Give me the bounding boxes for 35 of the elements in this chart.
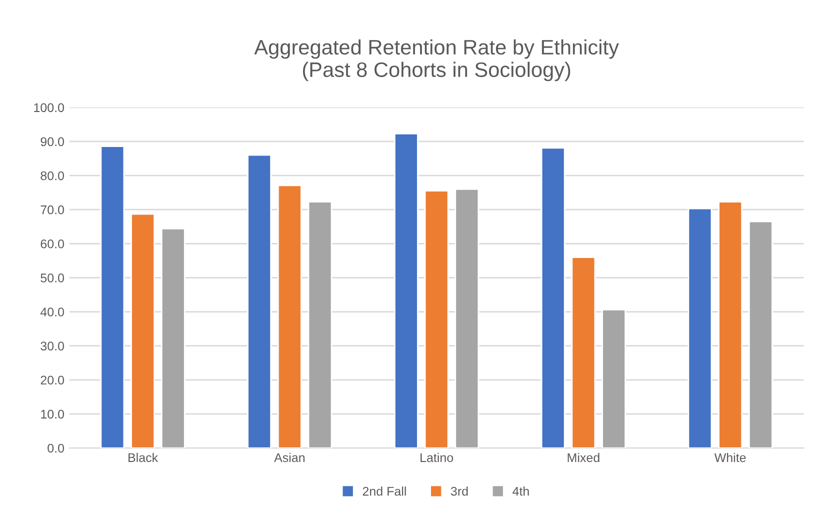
y-tick-label: 0.0 bbox=[48, 444, 64, 453]
bar bbox=[100, 146, 125, 448]
bar bbox=[424, 190, 449, 448]
x-tick-label: Latino bbox=[420, 452, 454, 462]
chart-title: Aggregated Retention Rate by Ethnicity (Past 8 Cohorts in Sociology) bbox=[254, 39, 619, 82]
y-tick-label: 20.0 bbox=[40, 376, 64, 385]
bar bbox=[571, 256, 596, 448]
legend-label: 3rd bbox=[450, 486, 468, 496]
y-tick-label: 50.0 bbox=[40, 274, 64, 282]
y-tick-label: 100.0 bbox=[34, 103, 64, 112]
x-tick-label: Asian bbox=[274, 452, 305, 462]
bar bbox=[718, 201, 743, 448]
bar bbox=[748, 220, 773, 448]
y-tick-label: 30.0 bbox=[40, 342, 64, 350]
bar bbox=[394, 132, 418, 448]
legend-label: 2nd Fall bbox=[362, 486, 406, 496]
x-tick-label: Mixed bbox=[568, 452, 600, 462]
bar bbox=[688, 208, 712, 448]
bar bbox=[454, 188, 480, 448]
bar bbox=[160, 228, 186, 448]
bar bbox=[247, 154, 272, 448]
y-tick-label: 70.0 bbox=[40, 205, 64, 214]
y-tick-label: 60.0 bbox=[40, 239, 64, 248]
x-tick-label: White bbox=[714, 452, 746, 462]
bar bbox=[130, 213, 155, 448]
bar bbox=[308, 201, 332, 448]
bar bbox=[277, 184, 302, 448]
y-tick-label: 40.0 bbox=[40, 308, 64, 316]
legend-label: 4th bbox=[512, 486, 529, 496]
bar bbox=[540, 147, 566, 448]
y-tick-label: 80.0 bbox=[40, 171, 64, 180]
y-tick-label: 10.0 bbox=[41, 410, 64, 419]
y-tick-label: 90.0 bbox=[40, 137, 64, 146]
bar bbox=[602, 309, 626, 448]
x-tick-label: Black bbox=[128, 452, 158, 462]
